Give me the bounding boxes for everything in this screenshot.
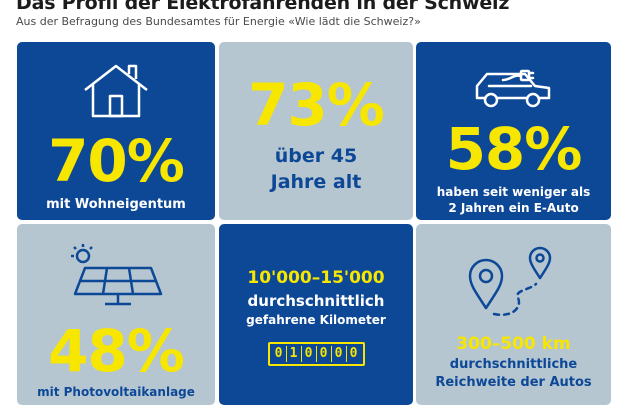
stat-caption: mit Wohneigentum [46, 197, 186, 212]
stat-value: 48% [48, 317, 185, 385]
stat-caption-line1: durchschnittlich [247, 292, 385, 311]
solar-panel-icon [71, 244, 163, 306]
odometer-digit: 0 [315, 346, 331, 363]
stat-caption-line2: Reichweite der Autos [435, 374, 592, 390]
stat-value: 73% [248, 71, 385, 139]
stat-value: 300–500 km [456, 334, 571, 354]
page-subtitle: Aus der Befragung des Bundesamtes für En… [16, 15, 421, 28]
odometer-digit: 0 [300, 346, 316, 363]
tile-age: 73% über 45 Jahre alt [219, 42, 413, 220]
stat-caption-line1: durchschnittliche [449, 357, 578, 373]
odometer-digit: 0 [274, 346, 283, 362]
odometer-digit: 0 [345, 346, 361, 363]
electric-car-icon [475, 69, 550, 108]
tile-ecar-recency: 58% haben seit weniger als 2 Jahren ein … [416, 42, 611, 220]
stat-caption-line2: Jahre alt [270, 170, 362, 193]
tile-photovoltaics: 48% mit Photovoltaikanlage [17, 224, 215, 405]
tile-home-ownership: 70% mit Wohneigentum [17, 42, 215, 220]
odometer-digit: 0 [330, 346, 346, 363]
odometer-digit: 1 [285, 346, 301, 363]
stat-caption-line2: 2 Jahren ein E-Auto [448, 201, 579, 216]
stat-value: 58% [445, 115, 583, 183]
stat-value: 10'000–15'000 [247, 268, 385, 288]
stat-caption-line1: über 45 [274, 145, 358, 167]
stat-value: 70% [48, 127, 185, 195]
house-icon [84, 64, 148, 118]
odometer-icon: 0 1 0 0 0 0 [267, 342, 365, 367]
stat-caption-line2: gefahrene Kilometer [246, 312, 386, 327]
page-title: Das Profil der Elektrofahrenden in der S… [16, 0, 510, 14]
stat-caption: mit Photovoltaikanlage [37, 385, 195, 399]
tile-kilometres: 10'000–15'000 durchschnittlich gefahrene… [219, 224, 413, 405]
tile-range: 300–500 km durchschnittliche Reichweite … [416, 224, 611, 405]
route-pins-icon [468, 246, 551, 317]
stat-caption-line1: haben seit weniger als [436, 185, 591, 199]
